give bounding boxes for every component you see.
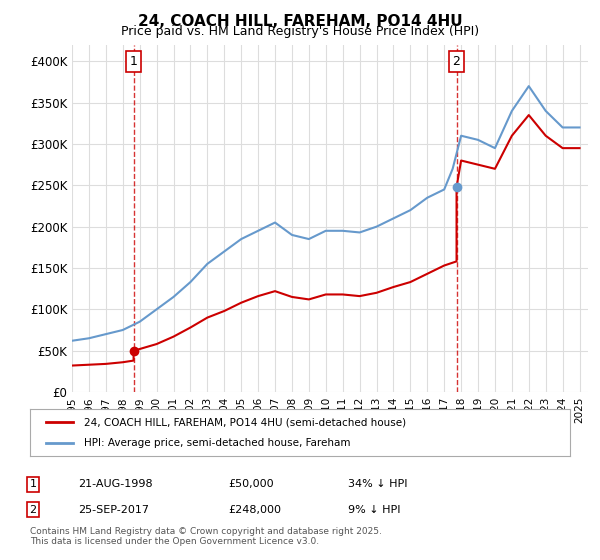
Text: 1: 1 (29, 479, 37, 489)
Text: £50,000: £50,000 (228, 479, 274, 489)
Text: 34% ↓ HPI: 34% ↓ HPI (348, 479, 407, 489)
Text: 1: 1 (130, 55, 137, 68)
Text: 24, COACH HILL, FAREHAM, PO14 4HU (semi-detached house): 24, COACH HILL, FAREHAM, PO14 4HU (semi-… (84, 417, 406, 427)
Text: Price paid vs. HM Land Registry's House Price Index (HPI): Price paid vs. HM Land Registry's House … (121, 25, 479, 38)
Text: 24, COACH HILL, FAREHAM, PO14 4HU: 24, COACH HILL, FAREHAM, PO14 4HU (137, 14, 463, 29)
Text: 2: 2 (452, 55, 460, 68)
Text: £248,000: £248,000 (228, 505, 281, 515)
Text: HPI: Average price, semi-detached house, Fareham: HPI: Average price, semi-detached house,… (84, 438, 350, 448)
Text: 25-SEP-2017: 25-SEP-2017 (78, 505, 149, 515)
Text: Contains HM Land Registry data © Crown copyright and database right 2025.
This d: Contains HM Land Registry data © Crown c… (30, 526, 382, 546)
Text: 21-AUG-1998: 21-AUG-1998 (78, 479, 152, 489)
Text: 9% ↓ HPI: 9% ↓ HPI (348, 505, 401, 515)
Text: 2: 2 (29, 505, 37, 515)
